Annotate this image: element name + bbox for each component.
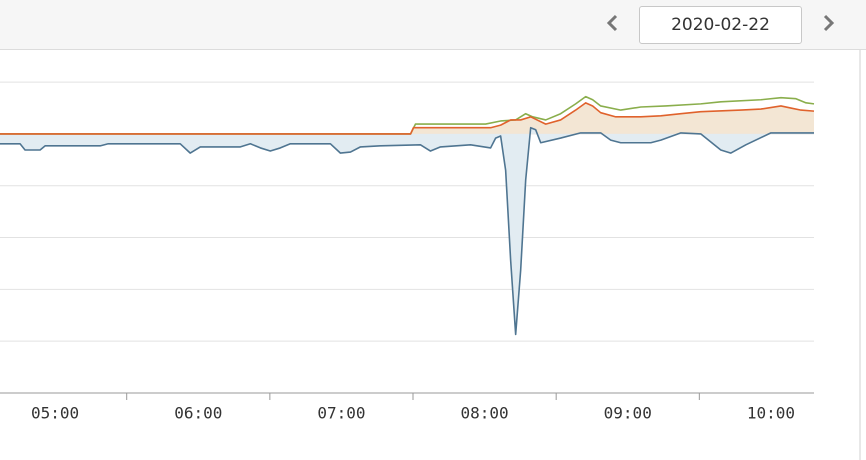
toolbar: 2020-02-22 xyxy=(0,0,866,50)
prev-button[interactable] xyxy=(603,12,623,34)
chart: 05:00 06:00 07:00 08:00 09:00 10:00 xyxy=(0,50,861,460)
area-fill xyxy=(0,102,814,134)
x-tick-label: 07:00 xyxy=(317,404,365,423)
x-tick-label: 08:00 xyxy=(461,404,509,423)
area-fill xyxy=(0,127,814,335)
x-tick-label: 09:00 xyxy=(604,404,652,423)
x-tick-label: 10:00 xyxy=(747,404,795,423)
series-line xyxy=(0,95,815,135)
next-button[interactable] xyxy=(818,12,838,34)
x-tick-label: 06:00 xyxy=(174,404,222,423)
series-line xyxy=(0,102,815,135)
x-tick-label: 05:00 xyxy=(31,404,79,423)
series-line xyxy=(0,126,814,336)
date-input[interactable]: 2020-02-22 xyxy=(639,6,802,44)
